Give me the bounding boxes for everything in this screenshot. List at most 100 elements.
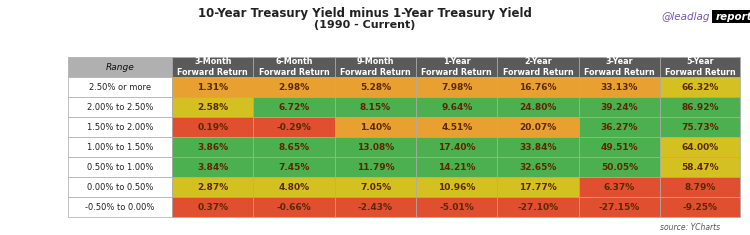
Bar — [334, 57, 416, 77]
Text: 16.76%: 16.76% — [519, 82, 556, 91]
Bar — [497, 97, 579, 117]
Bar — [579, 117, 660, 137]
Text: 7.45%: 7.45% — [278, 162, 310, 172]
Text: -0.66%: -0.66% — [277, 203, 311, 212]
Bar — [660, 77, 740, 97]
Bar — [254, 57, 334, 77]
Text: 32.65%: 32.65% — [520, 162, 556, 172]
Text: 5-Year
Forward Return: 5-Year Forward Return — [664, 57, 736, 77]
Bar — [579, 97, 660, 117]
Bar — [579, 177, 660, 197]
Bar — [68, 197, 172, 217]
Bar — [68, 97, 172, 117]
Text: 13.08%: 13.08% — [357, 142, 394, 152]
Bar — [334, 137, 416, 157]
Bar — [497, 177, 579, 197]
Bar — [579, 57, 660, 77]
Text: 8.79%: 8.79% — [684, 183, 716, 192]
Bar — [254, 177, 334, 197]
Text: 8.65%: 8.65% — [278, 142, 310, 152]
Bar — [334, 177, 416, 197]
Bar — [172, 197, 254, 217]
Text: 6-Month
Forward Return: 6-Month Forward Return — [259, 57, 329, 77]
Text: 11.79%: 11.79% — [357, 162, 395, 172]
Text: 6.37%: 6.37% — [604, 183, 635, 192]
Text: -9.25%: -9.25% — [682, 203, 718, 212]
Text: Range: Range — [106, 63, 134, 71]
Text: source: YCharts: source: YCharts — [660, 223, 720, 231]
Text: 6.72%: 6.72% — [278, 102, 310, 111]
Text: 33.84%: 33.84% — [519, 142, 556, 152]
Text: 0.50% to 1.00%: 0.50% to 1.00% — [87, 162, 153, 172]
Text: 50.05%: 50.05% — [601, 162, 638, 172]
Text: 24.80%: 24.80% — [520, 102, 556, 111]
Text: 4.80%: 4.80% — [278, 183, 310, 192]
Bar — [334, 97, 416, 117]
Text: 64.00%: 64.00% — [682, 142, 718, 152]
Text: 2.87%: 2.87% — [197, 183, 229, 192]
Bar — [416, 77, 497, 97]
Bar — [660, 57, 740, 77]
Bar — [660, 97, 740, 117]
Text: 58.47%: 58.47% — [681, 162, 718, 172]
Text: 2.58%: 2.58% — [197, 102, 229, 111]
Bar — [334, 157, 416, 177]
Text: 3.86%: 3.86% — [197, 142, 229, 152]
Bar — [660, 157, 740, 177]
Bar — [334, 117, 416, 137]
Bar — [172, 97, 254, 117]
Bar — [416, 137, 497, 157]
Bar — [68, 117, 172, 137]
Text: 66.32%: 66.32% — [681, 82, 718, 91]
Text: 17.40%: 17.40% — [438, 142, 476, 152]
Text: 7.05%: 7.05% — [360, 183, 391, 192]
Text: 2.98%: 2.98% — [278, 82, 310, 91]
Text: 4.51%: 4.51% — [441, 122, 472, 132]
Bar — [416, 117, 497, 137]
Text: 75.73%: 75.73% — [681, 122, 718, 132]
Bar — [68, 137, 172, 157]
Text: -2.43%: -2.43% — [358, 203, 393, 212]
Text: 3.84%: 3.84% — [197, 162, 229, 172]
Bar — [712, 10, 750, 23]
Bar — [579, 197, 660, 217]
Bar — [497, 57, 579, 77]
Bar — [172, 77, 254, 97]
Bar — [254, 157, 334, 177]
Bar — [172, 117, 254, 137]
Bar — [172, 137, 254, 157]
Bar — [497, 197, 579, 217]
Text: (1990 - Current): (1990 - Current) — [314, 20, 416, 30]
Bar — [254, 137, 334, 157]
Text: 10.96%: 10.96% — [438, 183, 476, 192]
Bar — [660, 197, 740, 217]
Text: -0.50% to 0.00%: -0.50% to 0.00% — [86, 203, 154, 212]
Bar — [254, 77, 334, 97]
Bar — [497, 77, 579, 97]
Text: 2.50% or more: 2.50% or more — [89, 82, 152, 91]
Bar — [172, 177, 254, 197]
Bar — [579, 137, 660, 157]
Text: -27.15%: -27.15% — [598, 203, 640, 212]
Text: 86.92%: 86.92% — [681, 102, 718, 111]
Text: 2-Year
Forward Return: 2-Year Forward Return — [503, 57, 574, 77]
Bar — [497, 137, 579, 157]
Bar — [497, 117, 579, 137]
Text: -5.01%: -5.01% — [440, 203, 474, 212]
Bar — [172, 57, 254, 77]
Text: 8.15%: 8.15% — [360, 102, 391, 111]
Bar — [416, 97, 497, 117]
Bar — [660, 177, 740, 197]
Text: 1-Year
Forward Return: 1-Year Forward Return — [422, 57, 492, 77]
Bar — [497, 157, 579, 177]
Text: 49.51%: 49.51% — [601, 142, 638, 152]
Text: 9-Month
Forward Return: 9-Month Forward Return — [340, 57, 411, 77]
Text: @leadlag: @leadlag — [662, 12, 710, 21]
Bar — [68, 57, 172, 77]
Text: 3-Year
Forward Return: 3-Year Forward Return — [584, 57, 655, 77]
Text: -0.29%: -0.29% — [277, 122, 311, 132]
Text: 33.13%: 33.13% — [601, 82, 638, 91]
Bar — [416, 177, 497, 197]
Bar — [254, 197, 334, 217]
Text: 1.40%: 1.40% — [360, 122, 391, 132]
